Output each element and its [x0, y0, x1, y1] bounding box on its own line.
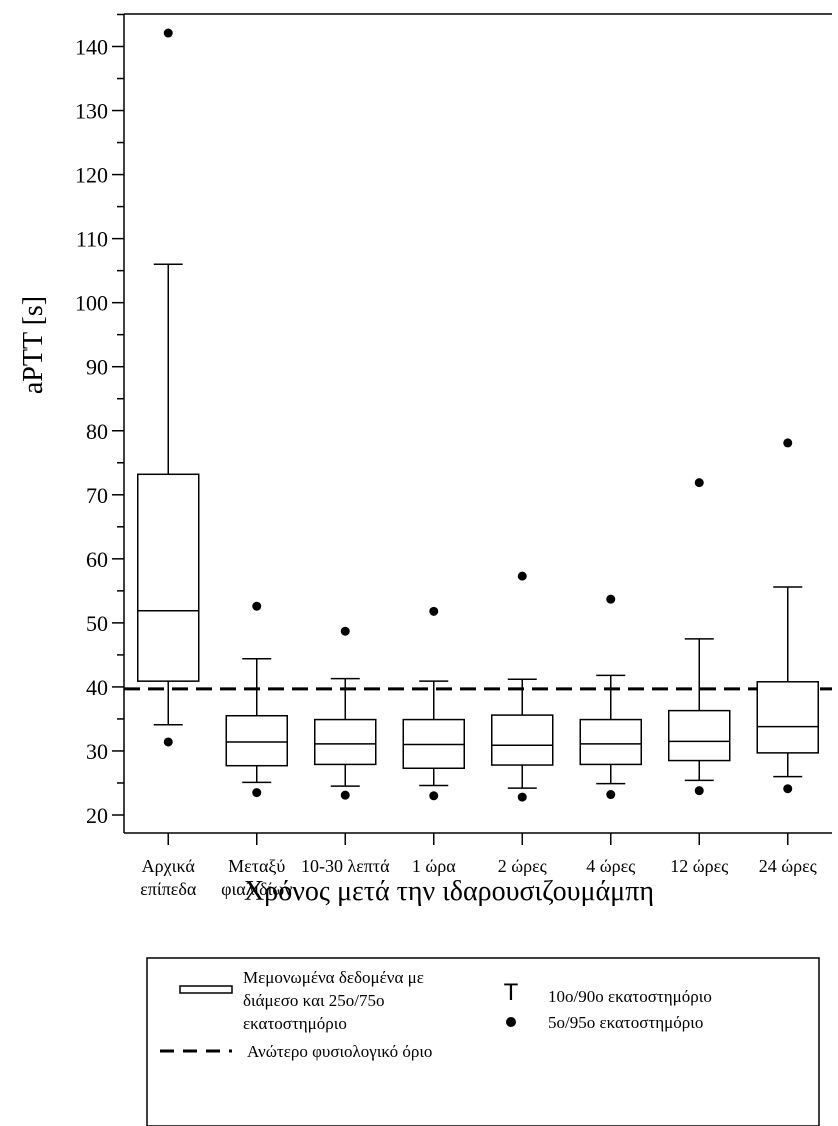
box-group — [579, 594, 642, 800]
box-group — [314, 626, 377, 800]
outlier-5 — [694, 786, 704, 796]
legend-dashed-label: Ανώτερο φυσιολογικό όριο — [247, 1042, 432, 1061]
y-tick-label: 100 — [75, 291, 108, 316]
legend-whisker-symbol: T — [504, 979, 519, 1006]
box-group — [137, 28, 200, 747]
y-tick-label: 30 — [86, 739, 108, 764]
x-tick-label: Αρχικά — [142, 856, 196, 876]
x-tick-label: επίπεδα — [140, 879, 197, 899]
outlier-5 — [517, 792, 527, 802]
x-tick-label: 12 ώρες — [670, 856, 728, 876]
legend-box-label-line-2: διάμεσο και 25ο/75ο — [243, 991, 385, 1010]
outlier-95 — [252, 601, 262, 611]
y-tick-label: 50 — [86, 611, 108, 636]
x-tick-label: Μεταξύ — [228, 856, 285, 876]
box-group — [756, 438, 819, 794]
x-axis: Αρχικά επίπεδα Μεταξύ φιαλιδίων 10-30 λεπτά 1… — [140, 833, 817, 899]
outlier-95 — [429, 606, 439, 616]
y-axis-label: aPTT [s] — [18, 296, 49, 394]
outlier-95 — [517, 571, 527, 581]
box — [579, 718, 642, 766]
outlier-5 — [252, 788, 262, 798]
outlier-5 — [429, 791, 439, 801]
y-tick-label: 140 — [75, 35, 108, 60]
x-axis-label: Χρόνος μετά την ιδαρουσιζουμάμπη — [244, 876, 654, 907]
y-tick-label: 120 — [75, 163, 108, 188]
box-group — [225, 601, 288, 798]
box — [225, 714, 288, 767]
outlier-5 — [340, 790, 350, 800]
box — [756, 681, 819, 754]
box-group — [402, 606, 465, 801]
outlier-5 — [606, 790, 616, 800]
outlier-95 — [783, 438, 793, 448]
legend-whisker-label: 10ο/90ο εκατοστημόριο — [548, 987, 712, 1006]
x-tick-label: 24 ώρες — [759, 856, 817, 876]
box-group — [668, 478, 731, 796]
outlier-95 — [163, 28, 173, 38]
outlier-95 — [340, 626, 350, 636]
legend-dot-label: 5ο/95ο εκατοστημόριο — [548, 1013, 703, 1032]
outlier-95 — [606, 594, 616, 604]
legend-frame — [146, 957, 820, 1126]
box-group — [491, 571, 554, 802]
y-tick-label: 110 — [76, 227, 108, 252]
y-tick-label: 60 — [86, 547, 108, 572]
y-tick-label: 80 — [86, 419, 108, 444]
boxes-group — [137, 28, 819, 802]
outlier-5 — [163, 737, 173, 747]
y-axis: 20 30 40 50 60 70 80 90 100 110 120 130 140 — [75, 13, 124, 828]
box — [491, 714, 554, 766]
legend-box-swatch — [179, 985, 233, 994]
y-tick-label: 130 — [75, 99, 108, 124]
x-tick-label: 1 ώρα — [412, 856, 456, 876]
outlier-5 — [783, 784, 793, 794]
box — [314, 718, 377, 766]
x-tick-label: φιαλιδίων — [221, 879, 292, 899]
plot-frame — [123, 13, 832, 834]
box — [668, 709, 731, 762]
x-tick-label: 4 ώρες — [586, 856, 635, 876]
x-tick-label: 10-30 λεπτά — [301, 856, 390, 876]
y-tick-label: 70 — [86, 483, 108, 508]
outlier-95 — [694, 478, 704, 488]
x-tick-label: 2 ώρες — [498, 856, 547, 876]
legend-box-label-line-3: εκατοστημόριο — [243, 1014, 347, 1033]
legend-box-label-line-1: Μεμονωμένα δεδομένα με — [243, 968, 424, 987]
legend: Μεμονωμένα δεδομένα με διάμεσο και 25ο/7… — [146, 957, 820, 1126]
legend-dot-swatch — [506, 1017, 516, 1027]
box — [137, 473, 200, 682]
y-tick-label: 40 — [86, 675, 108, 700]
y-tick-label: 20 — [86, 803, 108, 828]
y-tick-label: 90 — [86, 355, 108, 380]
